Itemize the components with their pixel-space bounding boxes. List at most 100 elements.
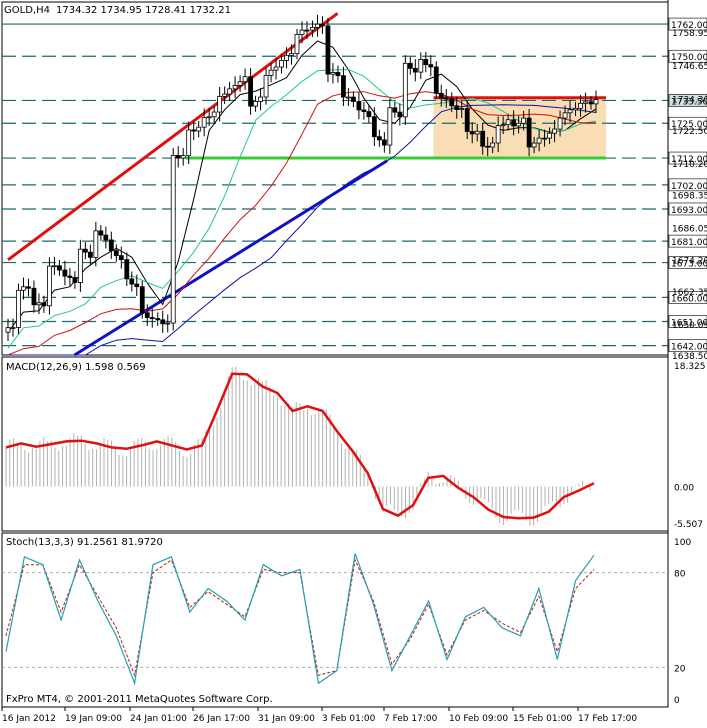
level-label-box [668,291,707,304]
candle-body [160,319,166,325]
stoch-frame [1,532,669,708]
candle-body [217,96,223,113]
time-tick-label: 7 Feb 17:00 [384,714,438,724]
candle-body [21,286,26,291]
level-label: 1681.00 [671,238,707,248]
candle-body [351,96,356,102]
candle-body [196,126,202,132]
candle-body [335,71,341,77]
candle-body [315,23,320,28]
candle-body [273,66,279,71]
candle-body [330,71,336,75]
candle-body [516,122,522,127]
price-panel[interactable]: 1762.00 1750.00 1733.50 1725.00 1712.00 1702.… [1,1,707,362]
candle-body [557,117,563,130]
candle-body [284,54,289,61]
candle-body [155,318,161,321]
level-label: 1651.00 [671,319,707,329]
candle-body [186,129,192,157]
candle-body [531,142,537,148]
candle-body [263,74,269,98]
candle-body [423,59,429,66]
candle-body [381,139,387,146]
candle-body [573,107,578,111]
stoch-tick-label: 80 [674,570,686,580]
candle-body [237,81,243,86]
level-label: 1750.00 [671,53,707,63]
candle-body [593,99,599,105]
level-label: 1733.50 [671,97,707,107]
candle-body [211,111,217,118]
candle-body [536,137,542,144]
candle-body [505,119,511,126]
candle-body [113,250,119,257]
candle-body [227,88,233,95]
price-tick-label: 1698.35 [672,192,707,202]
candle-body [578,102,583,109]
candle-body [366,111,372,118]
macd-panel[interactable]: 18.325 0.00 -5.507 [1,356,706,532]
candle-body [26,286,31,289]
price-tick-label: 1710.20 [672,160,707,170]
symbol-label: GOLD,H4 [4,5,50,16]
candle-body [108,239,114,252]
candle-body [542,137,547,140]
time-tick-label: 19 Jan 09:00 [65,714,122,724]
level-label-box [668,94,707,107]
price-tick-label: 1722.50 [672,127,707,137]
level-label: 1673.00 [671,260,707,270]
level-label-box [668,234,707,248]
candle-body [320,23,325,27]
candle-body [387,107,393,146]
level-label: 1660.00 [671,294,707,304]
candle-body [469,131,475,135]
candle-body [129,278,135,285]
candle-body [67,275,73,278]
candle-body [356,101,362,111]
stoch-main-line [5,553,595,686]
level-label: 1693.00 [671,206,707,216]
candle-body [361,109,367,112]
level-label-box [668,116,707,130]
candle-body [77,248,83,283]
ohlc-readout: 1734.32 1734.95 1728.41 1732.21 [56,5,231,16]
time-tick-label: 10 Feb 09:00 [449,714,508,724]
candle-body [279,59,284,68]
candle-body [98,230,104,236]
candle-body [418,59,424,73]
candle-body [299,29,305,35]
level-label-box [668,151,707,165]
candle-body [402,62,408,118]
candle-body [62,269,68,277]
stoch-title: Stoch(13,3,3) 91.2561 81.9720 [6,537,163,548]
candle-body [438,92,444,99]
stochastic-panel[interactable]: 100 80 20 0 [1,532,691,708]
level-label-box [668,202,707,216]
candle-body [10,327,16,329]
candle-body [480,130,486,147]
candle-body [222,93,228,97]
level-label-box [668,339,707,352]
level-label-box [668,178,707,192]
candle-body [459,108,465,110]
macd-signal-line [5,372,595,520]
price-tick-label: 1674.20 [672,256,707,266]
price-tick-label: 1638.50 [672,352,707,362]
candle-body [57,265,62,271]
time-tick-label: 26 Jan 17:00 [193,714,250,724]
candle-body [103,234,109,241]
time-axis: 16 Jan 2012 19 Jan 09:00 24 Jan 01:00 26 Ja… [1,0,669,724]
level-label: 1725.00 [671,120,707,130]
copyright-text: FxPro MT4, © 2001-2011 MetaQuotes Softwa… [6,694,273,705]
candle-body [139,286,145,314]
candle-body [495,125,501,144]
price-tick-label: 1758.95 [672,29,707,39]
candle-body [144,312,150,318]
candle-body [325,25,331,75]
price-tick-label: 1686.05 [672,225,707,235]
candle-body [47,265,52,307]
stoch-tick-label: 20 [674,664,686,674]
macd-tick-label: 0.00 [674,483,694,493]
